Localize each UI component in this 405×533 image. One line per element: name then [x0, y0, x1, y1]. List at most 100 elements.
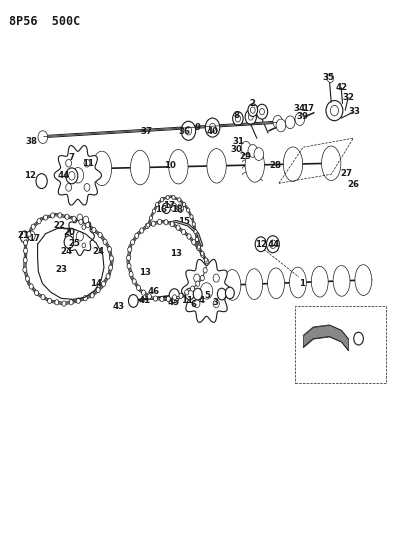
Circle shape — [276, 119, 286, 132]
Text: 8: 8 — [234, 111, 240, 120]
Circle shape — [127, 263, 131, 269]
Circle shape — [156, 203, 159, 207]
Ellipse shape — [207, 149, 226, 183]
Circle shape — [92, 227, 96, 232]
Circle shape — [185, 290, 189, 295]
Circle shape — [66, 159, 72, 167]
Circle shape — [196, 237, 199, 241]
Text: 8P56  500C: 8P56 500C — [9, 14, 81, 28]
Text: 18: 18 — [171, 205, 183, 214]
Text: 37: 37 — [140, 127, 152, 136]
Circle shape — [179, 293, 183, 298]
Text: 7: 7 — [69, 154, 75, 163]
Text: 44: 44 — [58, 171, 70, 180]
Ellipse shape — [130, 150, 150, 185]
Circle shape — [109, 256, 113, 261]
Ellipse shape — [169, 149, 188, 184]
Text: 24: 24 — [93, 247, 105, 256]
Circle shape — [72, 216, 76, 221]
Circle shape — [213, 274, 220, 282]
Text: 17: 17 — [28, 235, 40, 244]
Circle shape — [140, 228, 144, 233]
Circle shape — [182, 203, 185, 207]
Text: 41: 41 — [138, 296, 150, 305]
Circle shape — [204, 258, 207, 262]
Text: 34: 34 — [293, 104, 305, 113]
Ellipse shape — [290, 267, 306, 298]
Circle shape — [169, 289, 179, 303]
Circle shape — [213, 300, 220, 308]
Circle shape — [131, 240, 135, 245]
Circle shape — [178, 198, 181, 202]
Circle shape — [248, 104, 258, 116]
Circle shape — [172, 196, 175, 199]
Circle shape — [200, 276, 205, 280]
Circle shape — [36, 174, 47, 189]
Circle shape — [147, 294, 151, 299]
Text: 45: 45 — [168, 298, 179, 307]
Circle shape — [77, 214, 83, 221]
Circle shape — [65, 214, 69, 220]
Text: 12: 12 — [24, 171, 36, 180]
Circle shape — [232, 112, 243, 125]
Circle shape — [23, 267, 27, 272]
Circle shape — [23, 257, 27, 263]
Circle shape — [26, 276, 30, 281]
Text: 21: 21 — [17, 231, 30, 240]
Circle shape — [23, 240, 28, 245]
Circle shape — [69, 300, 73, 305]
Text: 5: 5 — [205, 291, 210, 300]
Text: 44: 44 — [268, 240, 280, 249]
Circle shape — [177, 204, 183, 213]
Text: 24: 24 — [60, 247, 72, 256]
Circle shape — [38, 131, 48, 143]
Circle shape — [27, 232, 31, 237]
Circle shape — [31, 224, 35, 229]
Circle shape — [103, 239, 107, 245]
Circle shape — [194, 274, 200, 282]
Text: 27: 27 — [341, 169, 353, 178]
Circle shape — [205, 118, 220, 137]
Text: 10: 10 — [164, 161, 176, 170]
Text: 15: 15 — [179, 217, 190, 226]
Circle shape — [83, 295, 87, 301]
Ellipse shape — [333, 265, 350, 296]
Circle shape — [162, 203, 171, 214]
Circle shape — [330, 106, 339, 116]
Circle shape — [190, 286, 194, 292]
Circle shape — [48, 298, 52, 304]
Circle shape — [62, 301, 66, 306]
Circle shape — [98, 232, 102, 238]
Circle shape — [194, 230, 197, 234]
Circle shape — [217, 288, 226, 300]
Circle shape — [83, 216, 89, 223]
Ellipse shape — [311, 266, 328, 297]
Text: 17: 17 — [164, 201, 176, 210]
Circle shape — [260, 109, 264, 115]
Circle shape — [64, 236, 74, 248]
Text: 3: 3 — [212, 298, 218, 307]
Circle shape — [250, 107, 255, 114]
Text: 1: 1 — [299, 279, 305, 288]
Circle shape — [166, 296, 170, 302]
Text: 39: 39 — [296, 112, 308, 122]
Circle shape — [107, 247, 111, 252]
Circle shape — [241, 141, 251, 154]
Circle shape — [181, 229, 185, 235]
Text: 38: 38 — [26, 138, 38, 147]
Circle shape — [72, 167, 84, 183]
Circle shape — [145, 223, 149, 229]
Circle shape — [176, 225, 180, 230]
Circle shape — [160, 296, 164, 302]
Circle shape — [86, 222, 90, 228]
Text: 22: 22 — [54, 221, 66, 230]
Text: 46: 46 — [147, 287, 160, 296]
Text: 23: 23 — [55, 265, 67, 273]
Circle shape — [192, 239, 196, 245]
Ellipse shape — [326, 101, 343, 120]
Circle shape — [129, 271, 133, 277]
Circle shape — [245, 110, 256, 124]
Text: 9: 9 — [194, 123, 200, 132]
Text: 42: 42 — [335, 83, 347, 92]
Circle shape — [102, 281, 106, 287]
